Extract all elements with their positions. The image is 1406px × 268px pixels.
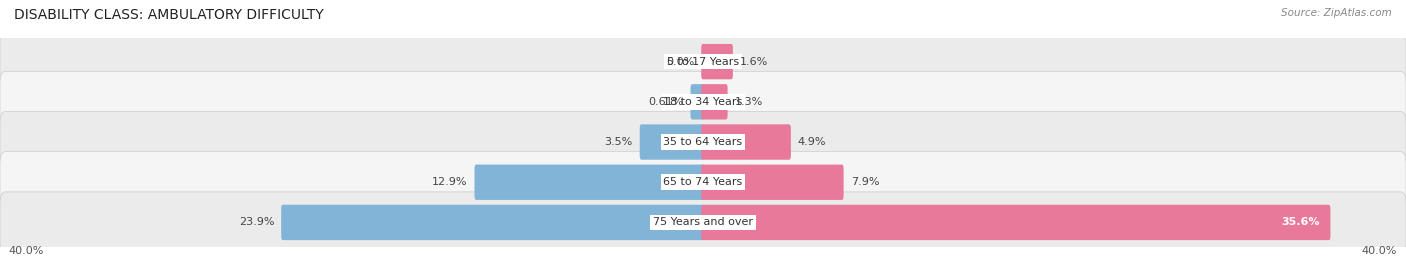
Text: 0.0%: 0.0%: [666, 57, 695, 67]
Text: 5 to 17 Years: 5 to 17 Years: [666, 57, 740, 67]
FancyBboxPatch shape: [702, 124, 790, 160]
Text: 35 to 64 Years: 35 to 64 Years: [664, 137, 742, 147]
Text: 1.6%: 1.6%: [740, 57, 768, 67]
FancyBboxPatch shape: [702, 44, 733, 79]
FancyBboxPatch shape: [0, 192, 1406, 253]
FancyBboxPatch shape: [702, 205, 1330, 240]
Text: 12.9%: 12.9%: [432, 177, 467, 187]
FancyBboxPatch shape: [690, 84, 704, 120]
Text: 18 to 34 Years: 18 to 34 Years: [664, 97, 742, 107]
FancyBboxPatch shape: [702, 165, 844, 200]
FancyBboxPatch shape: [281, 205, 704, 240]
FancyBboxPatch shape: [475, 165, 704, 200]
Text: 40.0%: 40.0%: [1362, 246, 1398, 256]
Text: 1.3%: 1.3%: [734, 97, 763, 107]
Text: 23.9%: 23.9%: [239, 217, 274, 228]
FancyBboxPatch shape: [0, 71, 1406, 132]
Text: DISABILITY CLASS: AMBULATORY DIFFICULTY: DISABILITY CLASS: AMBULATORY DIFFICULTY: [14, 8, 323, 22]
Text: 65 to 74 Years: 65 to 74 Years: [664, 177, 742, 187]
FancyBboxPatch shape: [702, 84, 728, 120]
Text: 35.6%: 35.6%: [1281, 217, 1320, 228]
Text: 0.61%: 0.61%: [648, 97, 683, 107]
Text: Source: ZipAtlas.com: Source: ZipAtlas.com: [1281, 8, 1392, 18]
Text: 3.5%: 3.5%: [605, 137, 633, 147]
Text: 7.9%: 7.9%: [851, 177, 879, 187]
FancyBboxPatch shape: [640, 124, 704, 160]
Text: 75 Years and over: 75 Years and over: [652, 217, 754, 228]
FancyBboxPatch shape: [0, 111, 1406, 173]
FancyBboxPatch shape: [0, 152, 1406, 213]
FancyBboxPatch shape: [0, 31, 1406, 92]
Text: 4.9%: 4.9%: [799, 137, 827, 147]
Text: 40.0%: 40.0%: [8, 246, 44, 256]
